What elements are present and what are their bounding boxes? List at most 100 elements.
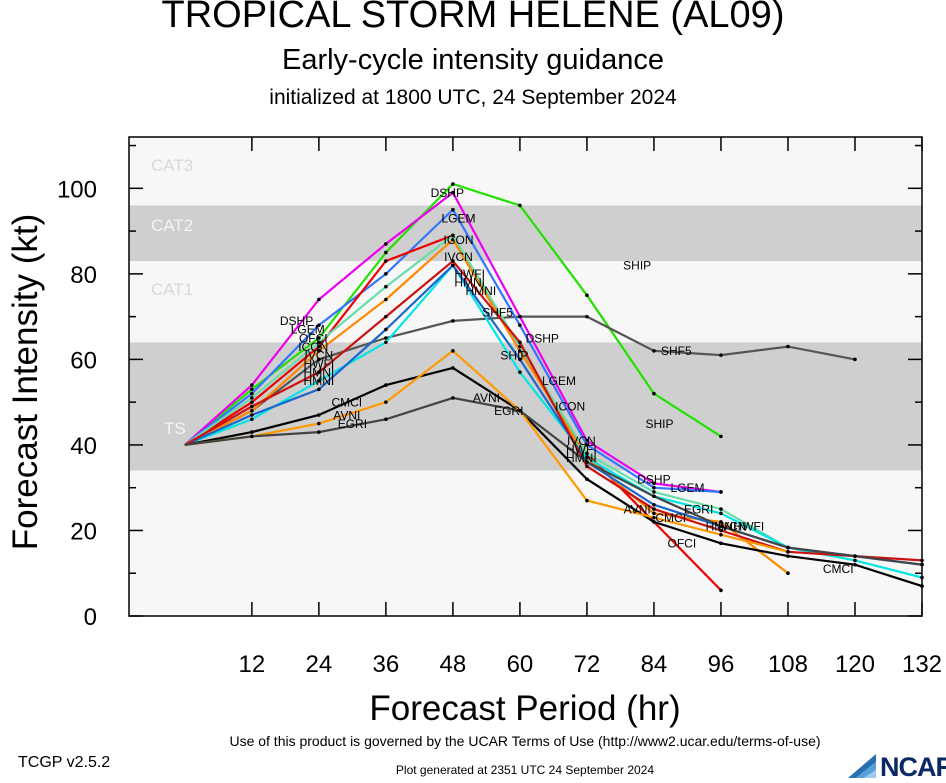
point-ship [585, 293, 589, 298]
point-egri [920, 562, 924, 567]
point-ship [317, 336, 321, 340]
ncar-logo: NCAR [846, 752, 946, 782]
point-hwfi-red [317, 370, 321, 375]
point-ship [250, 387, 254, 392]
y-tick-label: 20 [70, 518, 97, 545]
point-avni [317, 421, 321, 426]
model-label: DSHP [637, 472, 670, 486]
point-ship [384, 250, 388, 255]
point-shf5 [317, 357, 321, 362]
model-label: SHIP [500, 348, 528, 362]
point-hmni [317, 387, 321, 392]
model-label: EGRI [338, 417, 367, 431]
point-ivcn [585, 451, 589, 456]
x-tick-label: 96 [708, 651, 735, 678]
model-label: DSHP [280, 314, 313, 328]
point-shf5 [853, 357, 857, 362]
model-label: HMNI [566, 451, 597, 465]
point-hmni [451, 263, 455, 268]
band-below-ts [129, 470, 922, 616]
plot-frame [128, 136, 923, 617]
model-label: HMNI [304, 374, 335, 388]
point-cmci [250, 430, 254, 434]
point-egri [384, 417, 388, 422]
y-tick-label: 0 [84, 604, 97, 631]
model-label: HWFI [454, 267, 485, 281]
point-egri [652, 494, 656, 499]
chart-subtitle: Early-cycle intensity guidance [281, 44, 664, 76]
point-hwfi-red [920, 558, 924, 563]
model-label: OFCI [299, 331, 328, 345]
point-lgem [317, 323, 321, 327]
model-label: ICON [298, 340, 328, 354]
point-lgem [719, 490, 723, 494]
point-egri [518, 408, 522, 413]
point-ofci [719, 588, 723, 593]
model-label: OFCI [668, 537, 697, 551]
x-tick-label: 48 [440, 651, 467, 678]
point-ivcn [719, 507, 723, 511]
point-dshp [317, 297, 321, 302]
model-label: HMNI [706, 519, 737, 533]
series-hwfi-red [184, 259, 923, 562]
ncar-logo-text: NCAR [880, 752, 946, 782]
series-cmci [184, 366, 923, 588]
point-egri [451, 396, 455, 400]
point-hwfi [518, 370, 522, 375]
point-icon [719, 520, 723, 524]
model-labels: SHIPSHIPSHIPSHF5SHF5DSHPDSHPDSHPDSHPLGEM… [280, 186, 854, 576]
point-lgem [250, 391, 254, 396]
point-lgem [451, 207, 455, 212]
point-avni [384, 400, 388, 404]
point-shf5 [719, 353, 723, 357]
point-cmci [585, 477, 589, 481]
point-egri [250, 434, 254, 439]
point-icon [317, 349, 321, 353]
x-tick-label: 36 [373, 651, 400, 678]
point-hmni [652, 503, 656, 507]
series-icon [184, 237, 789, 575]
model-label: SHF5 [482, 306, 513, 320]
model-label: SHF5 [661, 344, 692, 358]
model-label: HMNI [304, 366, 335, 380]
x-tick-label: 120 [835, 651, 875, 678]
series-lines [184, 182, 924, 593]
point-lgem [585, 443, 589, 447]
model-label: IVCN [718, 519, 747, 533]
intensity-chart: TS CAT1 CAT2 CAT3 12 24 36 48 60 72 84 96 108 120 132… [6, 136, 942, 728]
y-axis-label: Forecast Intensity (kt) [6, 214, 45, 550]
version: TCGP v2.5.2 [18, 754, 111, 771]
model-label: AVNI [624, 502, 651, 516]
point-hwfi-red [719, 528, 723, 533]
model-label: AVNI [473, 391, 500, 405]
point-hwfi [719, 511, 723, 516]
point-avni [451, 349, 455, 353]
band-label-cat1: CAT1 [151, 280, 193, 299]
ncar-logo-icon [848, 754, 876, 778]
point-ship [719, 434, 723, 439]
band-label-cat2: CAT2 [151, 216, 193, 235]
model-label: DSHP [526, 331, 559, 345]
band-cat3 [129, 137, 922, 206]
model-label: LGEM [542, 374, 576, 388]
model-label: SHIP [623, 259, 651, 273]
series-ivcn [184, 233, 789, 549]
point-cmci [652, 520, 656, 524]
model-label: ICON [443, 233, 473, 247]
point-avni [719, 532, 723, 537]
point-ivcn [317, 340, 321, 345]
band-cat1 [129, 261, 922, 343]
model-label: IVCN [444, 250, 473, 264]
x-tick-label: 132 [902, 651, 942, 678]
point-icon [384, 297, 388, 302]
point-ivcn [384, 284, 388, 289]
point-ofci [317, 344, 321, 349]
series-egri [184, 396, 923, 566]
model-label: LGEM [670, 481, 704, 495]
x-tick-label: 60 [507, 651, 534, 678]
point-avni [585, 498, 589, 503]
model-label: LGEM [291, 323, 325, 337]
point-hwfi [250, 417, 254, 422]
x-tick-label: 72 [574, 651, 601, 678]
x-tick-label: 24 [306, 651, 333, 678]
